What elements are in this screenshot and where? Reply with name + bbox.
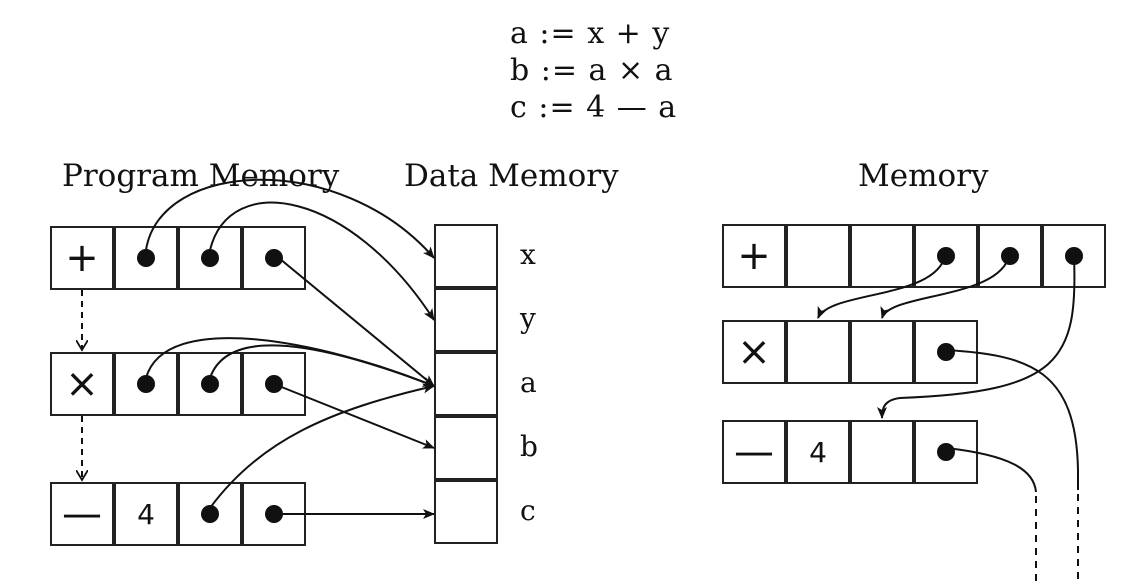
program-memory-title: Program Memory (62, 158, 340, 194)
dm-label-y: y (520, 302, 536, 335)
dm-cell-c (434, 480, 498, 544)
dm-label-b: b (520, 430, 538, 463)
pointer-dot (201, 505, 219, 523)
arrow-mem-ptr1-to-row2-cell1 (817, 251, 947, 319)
pm-row1-pointer-cell-3 (242, 226, 306, 290)
pointer-dot (937, 443, 955, 461)
pm-row1-op-cell: + (50, 226, 114, 290)
mem-row3-constant-cell: 4 (786, 420, 850, 484)
mem-row2-empty-cell-2 (850, 320, 914, 384)
minus-op: — (62, 491, 102, 537)
pointer-dot (137, 249, 155, 267)
mem-row2-empty-cell-1 (786, 320, 850, 384)
data-memory-title: Data Memory (404, 158, 619, 194)
constant-four: 4 (137, 497, 155, 531)
times-op: × (65, 361, 99, 407)
dm-cell-y (434, 288, 498, 352)
plus-op: + (737, 233, 771, 279)
mem-row2-op-cell: × (722, 320, 786, 384)
pm-row3-pointer-cell-2 (178, 482, 242, 546)
dm-label-a: a (520, 366, 537, 399)
pointer-dot (937, 343, 955, 361)
constant-four: 4 (809, 435, 827, 469)
memory-title: Memory (858, 158, 989, 194)
arrow-row1-ptr1-to-x (145, 178, 435, 259)
arrow-mem-ptr2-to-row2-cell2 (880, 251, 1011, 319)
mem-row1-op-cell: + (722, 224, 786, 288)
code-line-2: b := a × a (510, 53, 674, 88)
mem-row3-empty-cell (850, 420, 914, 484)
pointer-dot (265, 249, 283, 267)
mem-row1-pointer-cell-1 (914, 224, 978, 288)
plus-op: + (65, 235, 99, 281)
dm-cell-a (434, 352, 498, 416)
arrow-row2-ptr1-to-a (145, 337, 435, 387)
pm-row1-pointer-cell-1 (114, 226, 178, 290)
times-op: × (737, 329, 771, 375)
pm-row1-pointer-cell-2 (178, 226, 242, 290)
mem-row3-pointer-cell (914, 420, 978, 484)
code-line-3: c := 4 — a (510, 90, 678, 125)
pm-row2-op-cell: × (50, 352, 114, 416)
arrow-mem-row2-ptr-continues (945, 349, 1079, 490)
arrow-row2-ptr3-to-b (273, 383, 435, 449)
mem-row3-op-cell: — (722, 420, 786, 484)
minus-op: — (734, 429, 774, 475)
pm-row2-pointer-cell-1 (114, 352, 178, 416)
arrow-row2-ptr2-to-a (209, 344, 435, 387)
mem-row1-empty-cell-1 (786, 224, 850, 288)
dm-cell-b (434, 416, 498, 480)
pm-row3-constant-cell: 4 (114, 482, 178, 546)
arrow-row3-ptr2-to-a (209, 383, 435, 509)
dm-label-x: x (520, 238, 536, 271)
pointer-dot (137, 375, 155, 393)
pm-row3-op-cell: — (50, 482, 114, 546)
mem-row1-pointer-cell-2 (978, 224, 1042, 288)
arrow-row1-ptr3-to-a (273, 253, 435, 387)
mem-row1-empty-cell-2 (850, 224, 914, 288)
dm-cell-x (434, 224, 498, 288)
arrow-mem-ptr3-to-row3-cell1 (877, 255, 1076, 419)
arrow-row1-ptr2-to-y (209, 201, 435, 321)
dm-label-c: c (520, 494, 536, 527)
pointer-dot (201, 375, 219, 393)
pm-row2-pointer-cell-2 (178, 352, 242, 416)
code-line-1: a := x + y (510, 16, 671, 51)
pointer-dot (201, 249, 219, 267)
arrow-mem-row3-ptr-continues (945, 447, 1037, 493)
